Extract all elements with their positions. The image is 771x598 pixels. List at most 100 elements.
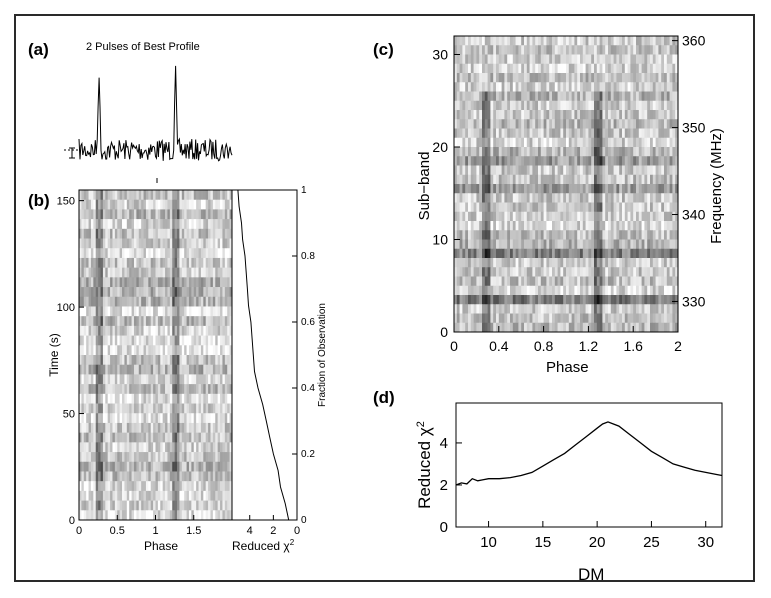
panel-b-cell [114,325,118,336]
panel-b-cell [193,209,197,220]
panel-b-cell [162,277,166,288]
panel-c-cell [622,211,626,222]
panel-b-cell [114,461,118,472]
panel-c-cell [613,128,617,139]
panel-c-cell [554,119,558,129]
panel-b-cell [215,238,218,249]
panel-c-cell [591,211,595,222]
panel-b-cell [193,461,197,472]
panel-c-cell [560,110,564,120]
panel-c-cell [501,36,505,46]
panel-c-cell [672,174,676,185]
panel-c-cell [661,248,665,259]
panel-c-cell [594,322,598,333]
panel-c-cell [630,304,634,314]
panel-b-cell [95,422,99,433]
panel-c-cell [482,156,486,166]
panel-b-cell [198,325,202,336]
panel-c-cell [456,230,460,240]
panel-b-cell [133,190,137,201]
panel-b-cell [167,422,171,433]
panel-c-cell [512,202,516,213]
panel-b-cell [184,267,187,278]
panel-b-cell [105,199,108,210]
panel-b-cell [129,267,132,278]
panel-d-y-tick-label: 0 [440,519,448,536]
panel-b-cell [148,393,152,404]
panel-b-cell [174,432,178,443]
panel-b-cell [208,209,211,220]
panel-c-cell [574,45,578,55]
panel-b-cell [177,481,180,492]
panel-c-cell [473,174,477,185]
panel-c-cell [554,73,558,83]
panel-b-cell [212,355,216,366]
panel-b-cell [81,248,85,259]
panel-b-cell [122,219,125,230]
panel-b-cell [198,452,202,463]
panel-c-cell [616,230,620,240]
panel-c-cell [479,285,483,296]
panel-c-cell [664,110,668,120]
panel-c-cell [563,100,567,111]
panel-b-cell [179,374,183,385]
panel-b-cell [227,306,230,317]
panel-c-cell [568,36,572,46]
panel-b-cell [217,364,221,375]
panel-c-cell [580,313,584,324]
panel-c-cell [588,258,592,268]
panel-c-cell [672,258,676,268]
panel-c-cell [482,285,486,296]
panel-b-cell [212,228,216,239]
panel-c-cell [526,304,530,314]
panel-b-cell [203,510,206,521]
panel-c-cell [546,82,550,92]
panel-c-cell [636,54,640,65]
panel-b-cell [105,335,108,346]
panel-b-cell [200,384,204,395]
panel-c-cell [546,156,550,166]
panel-b-cell [93,277,97,288]
panel-c-cell [619,73,623,83]
panel-b-cell [196,199,199,210]
panel-c-cell [512,211,516,222]
panel-b-cell [105,277,108,288]
panel-b-cell [155,500,159,511]
panel-b-side-ylabel: Fraction of Observation [317,303,328,407]
panel-c-cell [515,304,519,314]
panel-b-cell [79,325,82,336]
panel-c-cell [585,137,589,148]
panel-c-cell [582,248,586,259]
panel-b-cell [105,248,108,259]
panel-c-cell [641,322,645,333]
panel-b-cell [203,490,206,501]
panel-b-cell [205,432,209,443]
panel-b-cell [155,257,159,268]
panel-c-cell [580,147,584,157]
panel-b-cell [198,481,202,492]
panel-b-cell [198,257,202,268]
panel-b-cell [124,296,128,307]
panel-c-cell [624,119,628,129]
panel-c-cell [532,230,536,240]
panel-c-cell [582,239,586,250]
panel-b-cell [88,432,92,443]
panel-c-cell [599,63,603,74]
panel-b-cell [155,403,159,414]
panel-c-cell [650,82,654,92]
panel-b-cell [179,393,183,404]
panel-c-cell [594,165,598,176]
panel-c-cell [585,63,589,74]
panel-b-cell [191,248,195,259]
panel-b-cell [153,403,156,414]
panel-c-cell [599,137,603,148]
panel-b-cell [131,296,135,307]
panel-b-cell [112,277,116,288]
panel-b-cell [222,219,226,230]
panel-b-cell [174,306,178,317]
panel-c-cell [633,156,637,166]
panel-c-cell [493,45,497,55]
panel-c-cell [557,110,561,120]
panel-c-cell [661,165,665,176]
panel-b-cell [203,325,206,336]
